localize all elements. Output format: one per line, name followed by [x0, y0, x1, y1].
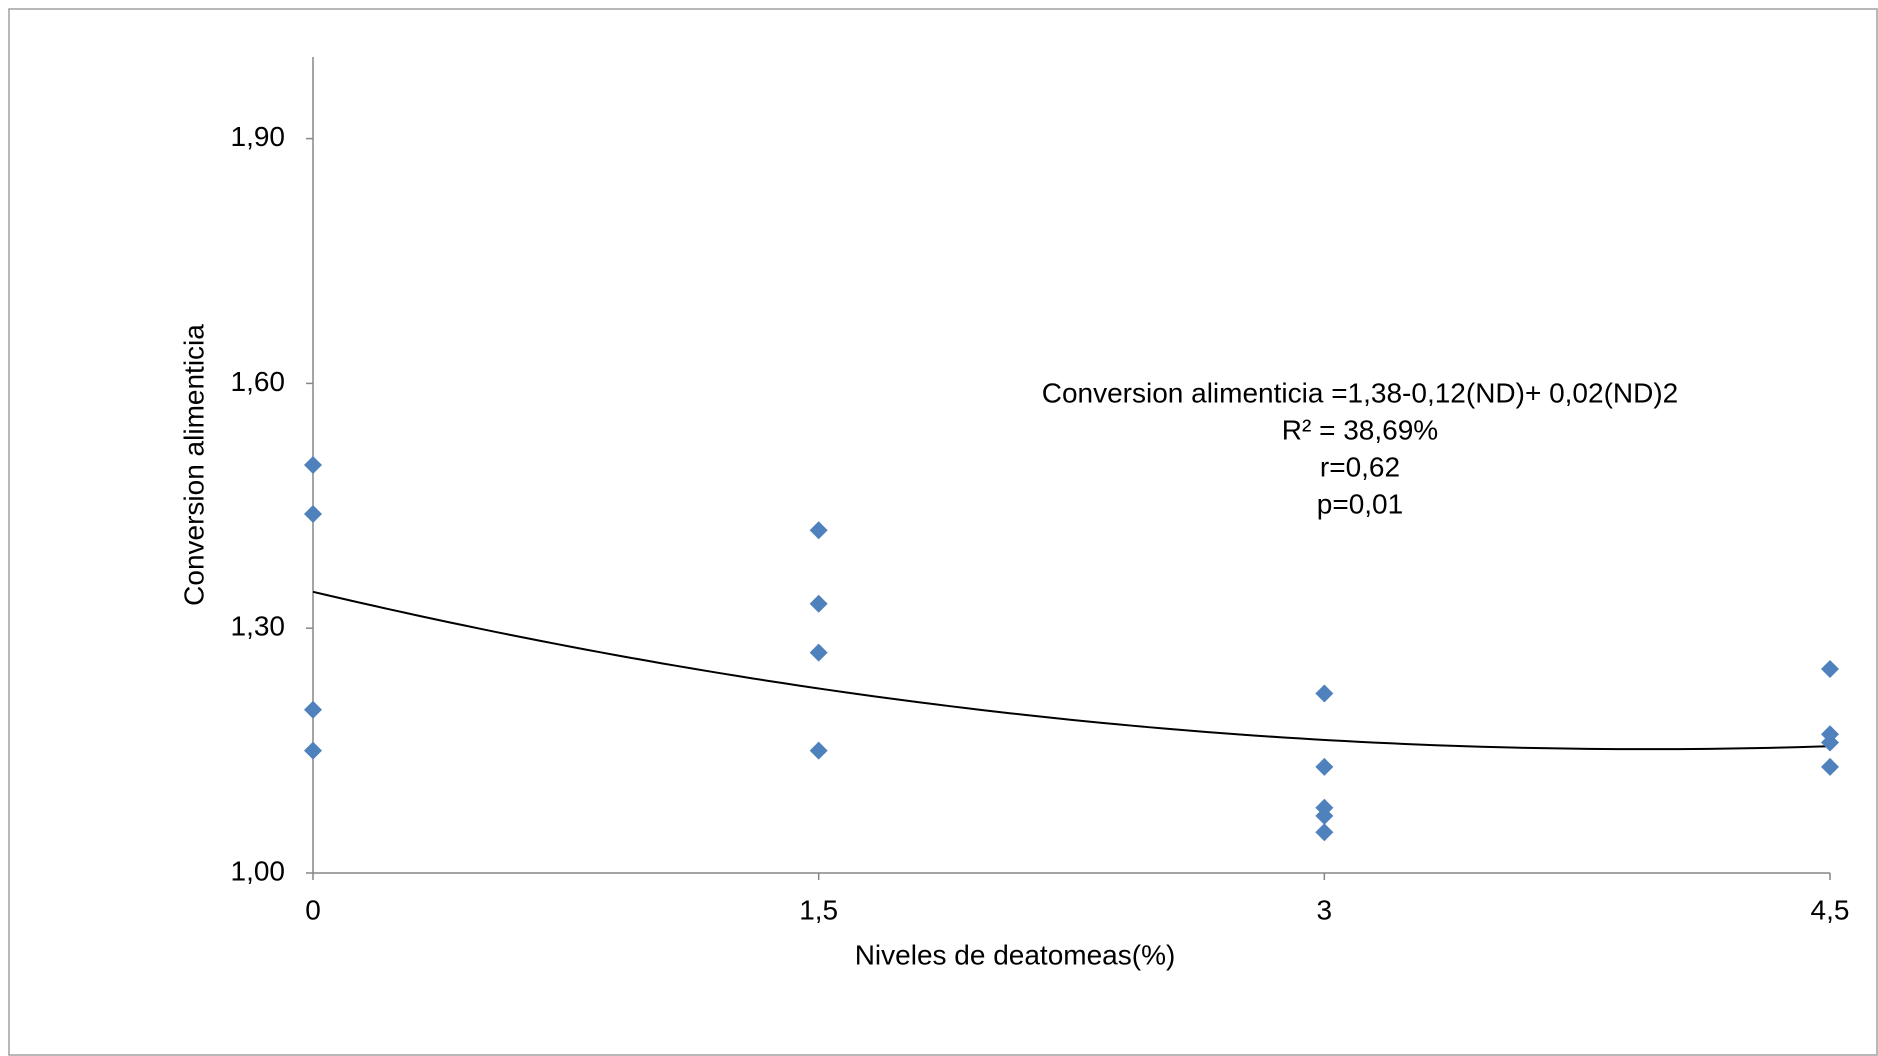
- x-axis-label: Niveles de deatomeas(%): [855, 939, 1176, 970]
- annotation: p=0,01: [1317, 488, 1403, 519]
- annotation: r=0,62: [1320, 451, 1400, 482]
- point: [1821, 733, 1839, 752]
- trendline: [312, 590, 1831, 751]
- point: [809, 741, 828, 760]
- point: [304, 456, 322, 474]
- point: [809, 594, 828, 613]
- y-tick-label: 1,60: [231, 366, 286, 397]
- x-tick-label: 4,5: [1811, 894, 1850, 925]
- y-tick-label: 1,00: [231, 855, 286, 886]
- x-tick-label: 1,5: [799, 894, 838, 925]
- point: [1315, 757, 1334, 776]
- point: [1315, 684, 1334, 703]
- y-tick-label: 1,90: [231, 121, 286, 152]
- x-tick-label: 0: [305, 894, 321, 925]
- point: [1315, 806, 1334, 825]
- y-tick-label: 1,30: [231, 611, 286, 642]
- y-axis-label: Conversion alimenticia: [178, 324, 209, 606]
- point: [1821, 757, 1839, 776]
- point: [304, 700, 322, 719]
- annotation: R² = 38,69%: [1282, 414, 1438, 445]
- point: [809, 521, 828, 540]
- x-tick-label: 3: [1317, 894, 1333, 925]
- point: [1315, 823, 1334, 842]
- point: [304, 504, 322, 523]
- point: [809, 643, 828, 662]
- point: [1821, 660, 1839, 678]
- chart-frame: [8, 8, 1878, 1056]
- point: [304, 741, 322, 760]
- annotation: Conversion alimenticia =1,38-0,12(ND)+ 0…: [1042, 377, 1679, 408]
